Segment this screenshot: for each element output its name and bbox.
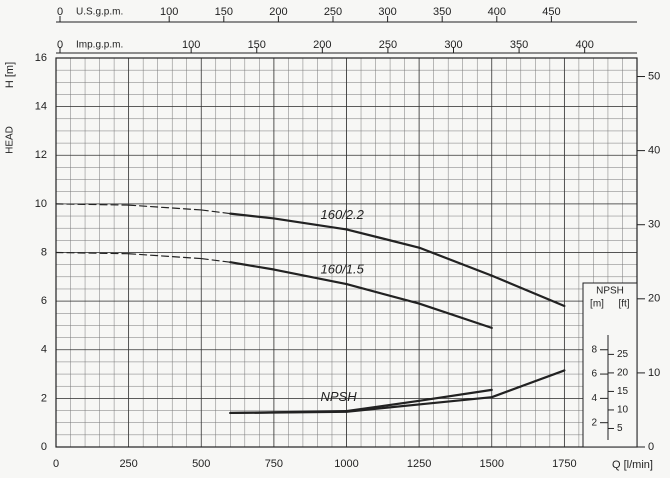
curve-segment <box>345 399 421 413</box>
curve-segment <box>229 261 275 271</box>
top-axis-tick-label: 150 <box>248 39 266 51</box>
curve-segment <box>345 283 421 305</box>
top-axis-tick-label: 0 <box>57 6 63 18</box>
npsh-ft-tick-label: 5 <box>617 423 623 434</box>
curve-label: 160/1.5 <box>321 262 365 277</box>
y-tick-label: 0 <box>41 441 47 453</box>
y-tick-label: 10 <box>35 198 47 210</box>
curve-segment <box>128 253 202 260</box>
x-tick-label: 250 <box>119 458 137 470</box>
top-axis-tick-label: 400 <box>488 6 506 18</box>
x-tick-label: 1250 <box>407 458 431 470</box>
curve-segment <box>345 403 421 413</box>
npsh-m-tick-label: 6 <box>591 369 597 380</box>
top-axis-tick-label: 450 <box>542 6 560 18</box>
top-axis-tick-label: 300 <box>444 39 462 51</box>
y2-tick-label: 50 <box>648 70 660 82</box>
curve-segment <box>490 369 566 399</box>
y2-tick-label: 40 <box>648 145 660 157</box>
npsh-ft-label: [ft] <box>618 299 629 310</box>
curve-segment <box>345 228 421 249</box>
y-tick-label: 12 <box>35 149 47 161</box>
y-tick-label: 8 <box>41 246 47 258</box>
top-axis-tick-label: 150 <box>215 6 233 18</box>
x-tick-label: 1750 <box>552 458 576 470</box>
curve-segment <box>55 203 130 206</box>
npsh-box <box>582 282 638 448</box>
curve-segment <box>128 204 202 211</box>
curve-label: NPSH <box>321 389 358 404</box>
npsh-m-tick-label: 8 <box>591 344 597 355</box>
curve-segment <box>418 246 493 277</box>
x-tick-label: 500 <box>192 458 210 470</box>
curve-segment <box>272 217 348 231</box>
npsh-ft-tick-label: 15 <box>617 386 629 397</box>
x-tick-label: 0 <box>53 458 59 470</box>
curve-segment <box>55 251 130 255</box>
top-axis-tick-label: 0 <box>57 39 63 51</box>
y-tick-label: 16 <box>35 52 47 64</box>
top-axis-label: U.S.g.p.m. <box>76 7 123 18</box>
top-axis-tick-label: 100 <box>182 39 200 51</box>
npsh-ft-tick-label: 20 <box>617 368 629 379</box>
top-axis-tick-label: 350 <box>510 39 528 51</box>
curve-segment <box>229 212 275 220</box>
curve-segment <box>229 410 348 415</box>
curve-segment <box>272 268 348 286</box>
y-tick-label: 14 <box>35 101 47 113</box>
curve-segment <box>490 274 566 308</box>
top-axis-tick-label: 100 <box>160 6 178 18</box>
x-label: Q [l/min] <box>612 459 653 471</box>
y-title: HEAD <box>5 126 16 154</box>
top-axis-tick-label: 350 <box>433 6 451 18</box>
npsh-m-tick-label: 4 <box>591 393 597 404</box>
curve-segment <box>418 302 493 329</box>
top-axis-tick-label: 250 <box>379 39 397 51</box>
y-label: H [m] <box>4 62 16 88</box>
npsh-title: NPSH <box>596 286 624 297</box>
y2-tick-label: 0 <box>648 441 654 453</box>
curve-segment <box>200 257 231 263</box>
y2-tick-label: 20 <box>648 293 660 305</box>
y2-tick-label: 10 <box>648 367 660 379</box>
y2-tick-label: 30 <box>648 219 660 231</box>
top-axis-tick-label: 200 <box>269 6 287 18</box>
curve-segment <box>418 388 493 402</box>
npsh-ft-tick-label: 25 <box>617 349 629 360</box>
x-tick-label: 1000 <box>334 458 358 470</box>
top-axis-label: Imp.g.p.m. <box>76 40 123 51</box>
y-tick-label: 4 <box>41 344 47 356</box>
x-tick-label: 1500 <box>480 458 504 470</box>
top-axis-tick-label: 200 <box>313 39 331 51</box>
top-axis-tick-label: 400 <box>575 39 593 51</box>
y-tick-label: 2 <box>41 392 47 404</box>
top-axis-tick-label: 250 <box>324 6 342 18</box>
x-tick-label: 750 <box>265 458 283 470</box>
npsh-ft-tick-label: 10 <box>617 405 629 416</box>
npsh-m-tick-label: 2 <box>591 417 597 428</box>
curve-segment <box>418 396 493 406</box>
top-axis-tick-label: 300 <box>378 6 396 18</box>
curve-label: 160/2.2 <box>321 207 365 222</box>
npsh-m-label: [m] <box>590 299 604 310</box>
y-tick-label: 6 <box>41 295 47 307</box>
curve-segment <box>200 209 231 215</box>
